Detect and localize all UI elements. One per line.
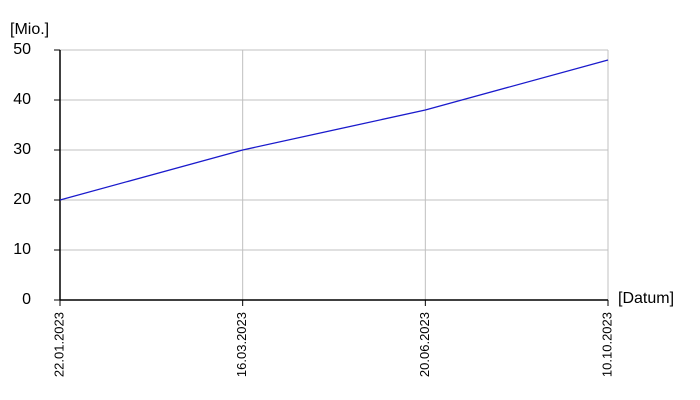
y-tick-label: 10 [13,241,31,258]
y-tick-label: 30 [13,141,31,158]
x-tick-label: 16.03.2023 [234,312,249,377]
x-tick-label: 10.10.2023 [599,312,614,377]
y-tick-label: 50 [13,41,31,58]
x-axis-label: [Datum] [618,290,674,307]
data-line [59,59,609,201]
y-axis-label: [Mio.] [10,21,49,38]
y-tick-label: 20 [13,191,31,208]
x-tick-label: 22.01.2023 [51,312,66,377]
y-tick-label: 0 [22,291,31,308]
x-tick-label: 20.06.2023 [417,312,432,377]
y-tick-label: 40 [13,91,31,108]
